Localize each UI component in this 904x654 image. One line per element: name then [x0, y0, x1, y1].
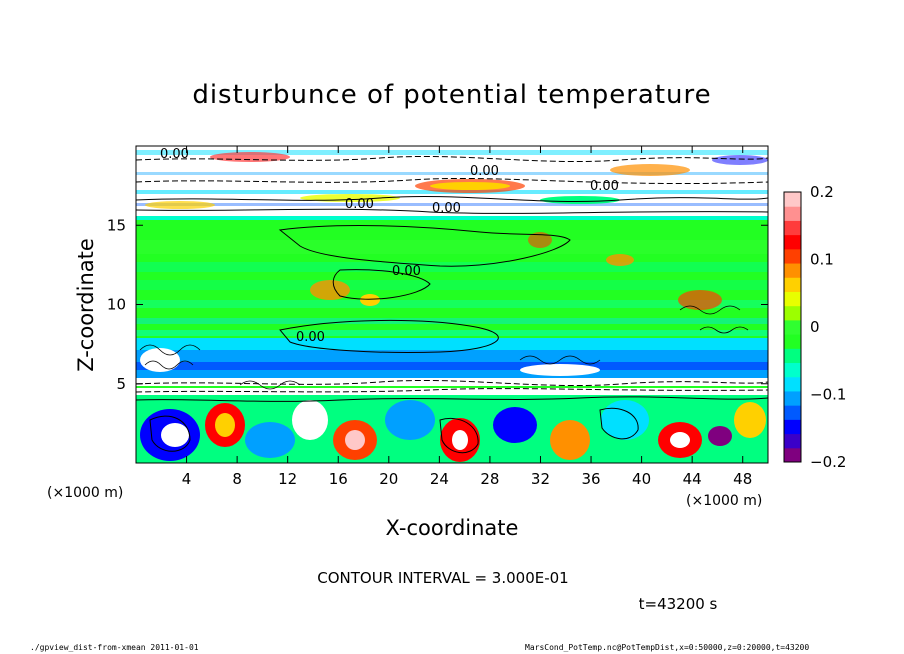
x-unit-label-right: (×1000 m) [686, 493, 762, 509]
colorbar-swatch [784, 192, 801, 207]
heatmap-field [136, 146, 768, 463]
colorbar-tick-label: 0.1 [810, 251, 834, 269]
time-label: t=43200 s [639, 595, 718, 613]
z-tick-label: 5 [116, 375, 126, 393]
x-tick-label: 28 [480, 470, 499, 488]
contour-label: 0.00 [345, 197, 374, 212]
x-tick-label: 24 [430, 470, 449, 488]
colorbar-swatch [784, 234, 801, 250]
x-axis-label: X-coordinate [386, 516, 519, 540]
colorbar-swatch [784, 348, 801, 364]
colorbar-swatch [784, 405, 801, 420]
contour-interval-label: CONTOUR INTERVAL = 3.000E-01 [317, 569, 568, 587]
chart-title: disturbunce of potential temperature [192, 80, 711, 110]
contour-label: 0.00 [296, 330, 325, 345]
colorbar-swatch [784, 220, 801, 236]
colorbar-swatch [784, 291, 801, 307]
x-unit-label-left: (×1000 m) [47, 485, 123, 501]
z-axis: 5 10 15 [107, 216, 768, 393]
colorbar-swatch [784, 447, 801, 463]
colorbar-swatch [784, 433, 801, 449]
colorbar-swatch [784, 334, 801, 349]
colorbar-tick-label: −0.1 [810, 386, 846, 404]
footer-left: ./gpview_dist-from-xmean 2011-01-01 [30, 643, 199, 652]
colorbar-swatch [784, 206, 801, 221]
contour-label: 0.00 [392, 264, 421, 279]
colorbar-tick-label: 0.2 [810, 183, 834, 201]
colorbar-swatch [784, 376, 801, 392]
footer-right: MarsCond_PotTemp.nc@PotTempDist,x=0:5000… [525, 643, 810, 652]
colorbar-tick-label: 0 [810, 318, 820, 336]
z-tick-label: 10 [107, 296, 126, 314]
contour-label: 0.00 [590, 179, 619, 194]
contour-label: 0.00 [432, 201, 461, 216]
x-tick-label: 40 [632, 470, 651, 488]
colorbar-swatch [784, 419, 801, 435]
colorbar-swatch [784, 277, 801, 292]
x-tick-label: 48 [733, 470, 752, 488]
x-tick-label: 44 [683, 470, 702, 488]
x-tick-label: 36 [581, 470, 600, 488]
contour-label: 0.00 [160, 147, 189, 162]
x-tick-label: 8 [232, 470, 242, 488]
contour-labels: 0.00 0.00 0.00 0.00 0.00 0.00 0.00 [160, 147, 619, 345]
colorbar-frame [783, 191, 802, 463]
x-tick-label: 16 [329, 470, 348, 488]
x-tick-label: 12 [278, 470, 297, 488]
colorbar-swatch [784, 319, 801, 335]
colorbar-swatch [784, 305, 801, 321]
x-tick-label: 4 [182, 470, 192, 488]
z-tick-label: 15 [107, 216, 126, 234]
colorbar-swatch [784, 248, 801, 264]
colorbar-swatch [784, 362, 801, 378]
colorbar-swatch [784, 390, 801, 406]
x-tick-label: 20 [379, 470, 398, 488]
z-axis-label: Z-coordinate [74, 238, 98, 372]
contour-label: 0.00 [470, 164, 499, 179]
x-tick-label: 32 [531, 470, 550, 488]
colorbar [783, 191, 802, 463]
colorbar-tick-label: −0.2 [810, 453, 846, 471]
colorbar-swatch [784, 263, 801, 278]
x-axis: 4 8 12 16 20 24 28 32 36 40 44 48 [182, 146, 752, 488]
colorbar-ticks: 0.2 0.1 0 −0.1 −0.2 [810, 183, 846, 471]
